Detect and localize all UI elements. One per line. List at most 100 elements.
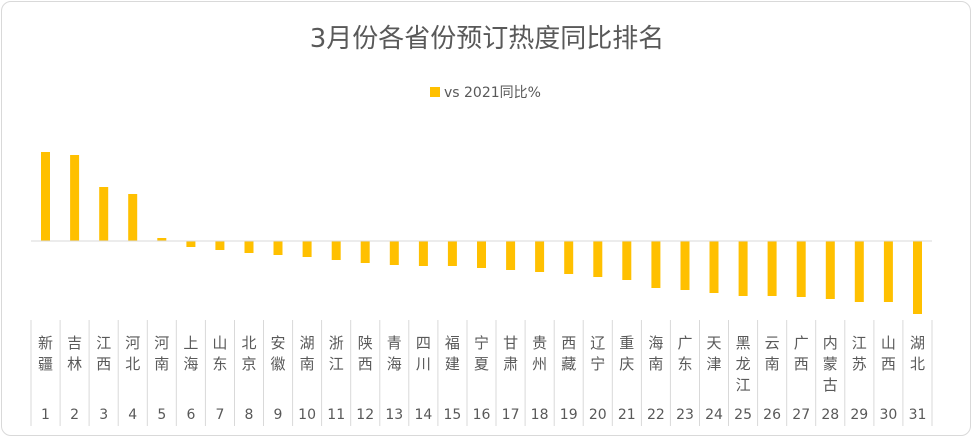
- category-label: 河北: [125, 334, 140, 373]
- category-table-grid: [30, 320, 933, 426]
- bar-20: [593, 241, 603, 277]
- rank-label: 29: [850, 407, 868, 423]
- rank-label: 15: [443, 407, 461, 423]
- category-label: 北京: [241, 334, 256, 373]
- rank-label: 9: [274, 407, 283, 423]
- bar-31: [913, 241, 922, 314]
- category-label: 广西: [794, 334, 809, 373]
- bar-6: [186, 241, 196, 247]
- rank-label: 4: [128, 407, 137, 423]
- legend: vs 2021同比%: [430, 85, 541, 101]
- category-label: 黑龙江: [736, 334, 751, 394]
- category-label: 山西: [881, 334, 896, 373]
- bar-3: [99, 187, 109, 241]
- rank-label: 1: [41, 407, 50, 423]
- rank-label: 19: [560, 407, 578, 423]
- bar-1: [41, 152, 50, 241]
- chart-title: 3月份各省份预订热度同比排名: [310, 24, 665, 54]
- bar-27: [796, 241, 806, 297]
- bar-7: [215, 241, 225, 250]
- rank-label: 10: [298, 407, 316, 423]
- rank-label: 28: [821, 407, 839, 423]
- bar-23: [680, 241, 690, 290]
- bar-4: [128, 194, 138, 241]
- category-label: 湖南: [300, 334, 315, 373]
- rank-label: 7: [215, 407, 224, 423]
- bars-group: [41, 152, 922, 314]
- category-label: 内蒙古: [823, 334, 838, 394]
- rank-label: 26: [763, 407, 781, 423]
- bar-24: [709, 241, 719, 293]
- category-label: 四川: [416, 334, 431, 373]
- rank-label: 6: [186, 407, 195, 423]
- bar-30: [883, 241, 893, 302]
- rank-label: 18: [531, 407, 549, 423]
- category-label: 湖北: [910, 334, 925, 373]
- bar-13: [389, 241, 399, 265]
- rank-label: 14: [414, 407, 432, 423]
- category-label: 上海: [183, 334, 198, 373]
- rank-label: 11: [327, 407, 345, 423]
- rank-label: 16: [473, 407, 491, 423]
- bar-15: [447, 241, 457, 266]
- category-label: 陕西: [358, 334, 373, 373]
- bar-18: [535, 241, 545, 272]
- category-label: 辽宁: [590, 334, 605, 373]
- rank-label: 30: [879, 407, 897, 423]
- rank-label: 2: [70, 407, 79, 423]
- bar-5: [157, 238, 167, 241]
- bar-9: [273, 241, 283, 255]
- bar-16: [477, 241, 486, 268]
- bar-28: [825, 241, 835, 299]
- bar-26: [767, 241, 777, 296]
- category-label: 山东: [212, 334, 227, 373]
- rank-label: 27: [792, 407, 810, 423]
- category-label: 宁夏: [474, 334, 489, 373]
- bar-14: [418, 241, 428, 266]
- rank-label: 22: [647, 407, 665, 423]
- category-label: 江苏: [852, 334, 867, 373]
- rank-label: 23: [676, 407, 694, 423]
- bar-25: [738, 241, 748, 296]
- bar-11: [331, 241, 341, 260]
- bar-12: [360, 241, 370, 263]
- rank-label: 21: [618, 407, 636, 423]
- rank-label: 31: [909, 407, 927, 423]
- category-label: 云南: [765, 334, 780, 373]
- rank-label: 17: [502, 407, 520, 423]
- legend-label: vs 2021同比%: [444, 85, 541, 101]
- category-label: 广东: [677, 334, 692, 373]
- legend-swatch: [430, 87, 440, 97]
- bar-29: [854, 241, 864, 302]
- rank-label: 24: [705, 407, 723, 423]
- category-label: 天津: [706, 334, 721, 373]
- bar-22: [651, 241, 661, 288]
- rank-label: 8: [245, 407, 254, 423]
- category-label: 青海: [387, 334, 402, 373]
- bar-10: [302, 241, 312, 257]
- rank-label: 13: [385, 407, 403, 423]
- rank-label: 20: [589, 407, 607, 423]
- category-label: 甘肃: [503, 334, 518, 373]
- rank-label: 5: [157, 407, 166, 423]
- category-label: 浙江: [329, 334, 344, 373]
- category-label: 安徽: [270, 334, 285, 373]
- category-label: 贵州: [532, 334, 547, 373]
- bar-2: [70, 155, 80, 241]
- category-label: 吉林: [67, 334, 82, 373]
- category-label: 新疆: [38, 334, 53, 373]
- category-label: 河南: [154, 334, 169, 373]
- bar-19: [564, 241, 574, 274]
- category-label: 海南: [648, 334, 663, 373]
- bar-21: [622, 241, 632, 280]
- category-label: 江西: [96, 334, 111, 373]
- category-label: 重庆: [619, 334, 634, 373]
- rank-labels: 1 2 3 4 5 6 7 8 9 10 11 12 13 14 15 16 17 18 19 20 21 22 23 24 2…: [41, 407, 926, 423]
- bar-8: [244, 241, 254, 253]
- category-labels: 新疆吉林江西河北河南上海山东北京安徽湖南浙江陕西青海四川福建宁夏甘肃贵州西藏辽宁…: [38, 334, 925, 394]
- bar-17: [506, 241, 516, 270]
- rank-label: 12: [356, 407, 374, 423]
- category-label: 福建: [445, 334, 460, 373]
